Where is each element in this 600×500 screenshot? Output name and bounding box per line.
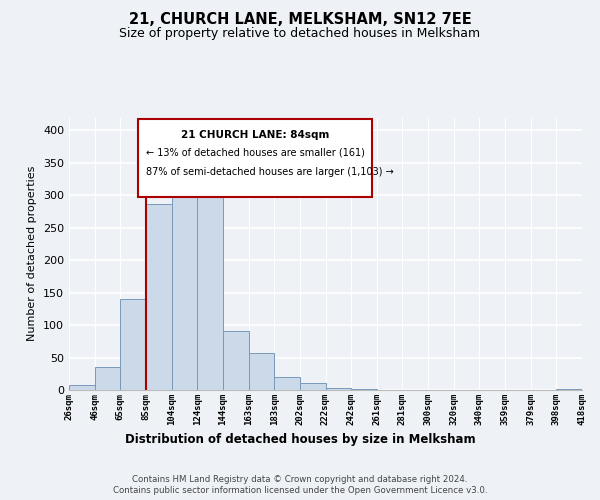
Bar <box>248 353 274 390</box>
Bar <box>172 186 197 390</box>
Text: 21, CHURCH LANE, MELKSHAM, SN12 7EE: 21, CHURCH LANE, MELKSHAM, SN12 7EE <box>128 12 472 28</box>
Bar <box>146 204 172 390</box>
FancyBboxPatch shape <box>138 119 371 196</box>
Bar <box>223 331 248 390</box>
Bar <box>69 386 95 390</box>
Y-axis label: Number of detached properties: Number of detached properties <box>28 166 37 342</box>
Text: Contains public sector information licensed under the Open Government Licence v3: Contains public sector information licen… <box>113 486 487 495</box>
Text: 87% of semi-detached houses are larger (1,103) →: 87% of semi-detached houses are larger (… <box>146 166 394 176</box>
Bar <box>95 368 121 390</box>
Text: ← 13% of detached houses are smaller (161): ← 13% of detached houses are smaller (16… <box>146 148 365 158</box>
Bar <box>300 383 325 390</box>
Text: Distribution of detached houses by size in Melksham: Distribution of detached houses by size … <box>125 432 475 446</box>
Bar <box>274 377 300 390</box>
Bar <box>121 299 146 390</box>
Bar <box>325 388 351 390</box>
Text: Contains HM Land Registry data © Crown copyright and database right 2024.: Contains HM Land Registry data © Crown c… <box>132 475 468 484</box>
Bar <box>197 184 223 390</box>
Text: Size of property relative to detached houses in Melksham: Size of property relative to detached ho… <box>119 28 481 40</box>
Text: 21 CHURCH LANE: 84sqm: 21 CHURCH LANE: 84sqm <box>181 130 329 140</box>
Bar <box>556 388 582 390</box>
